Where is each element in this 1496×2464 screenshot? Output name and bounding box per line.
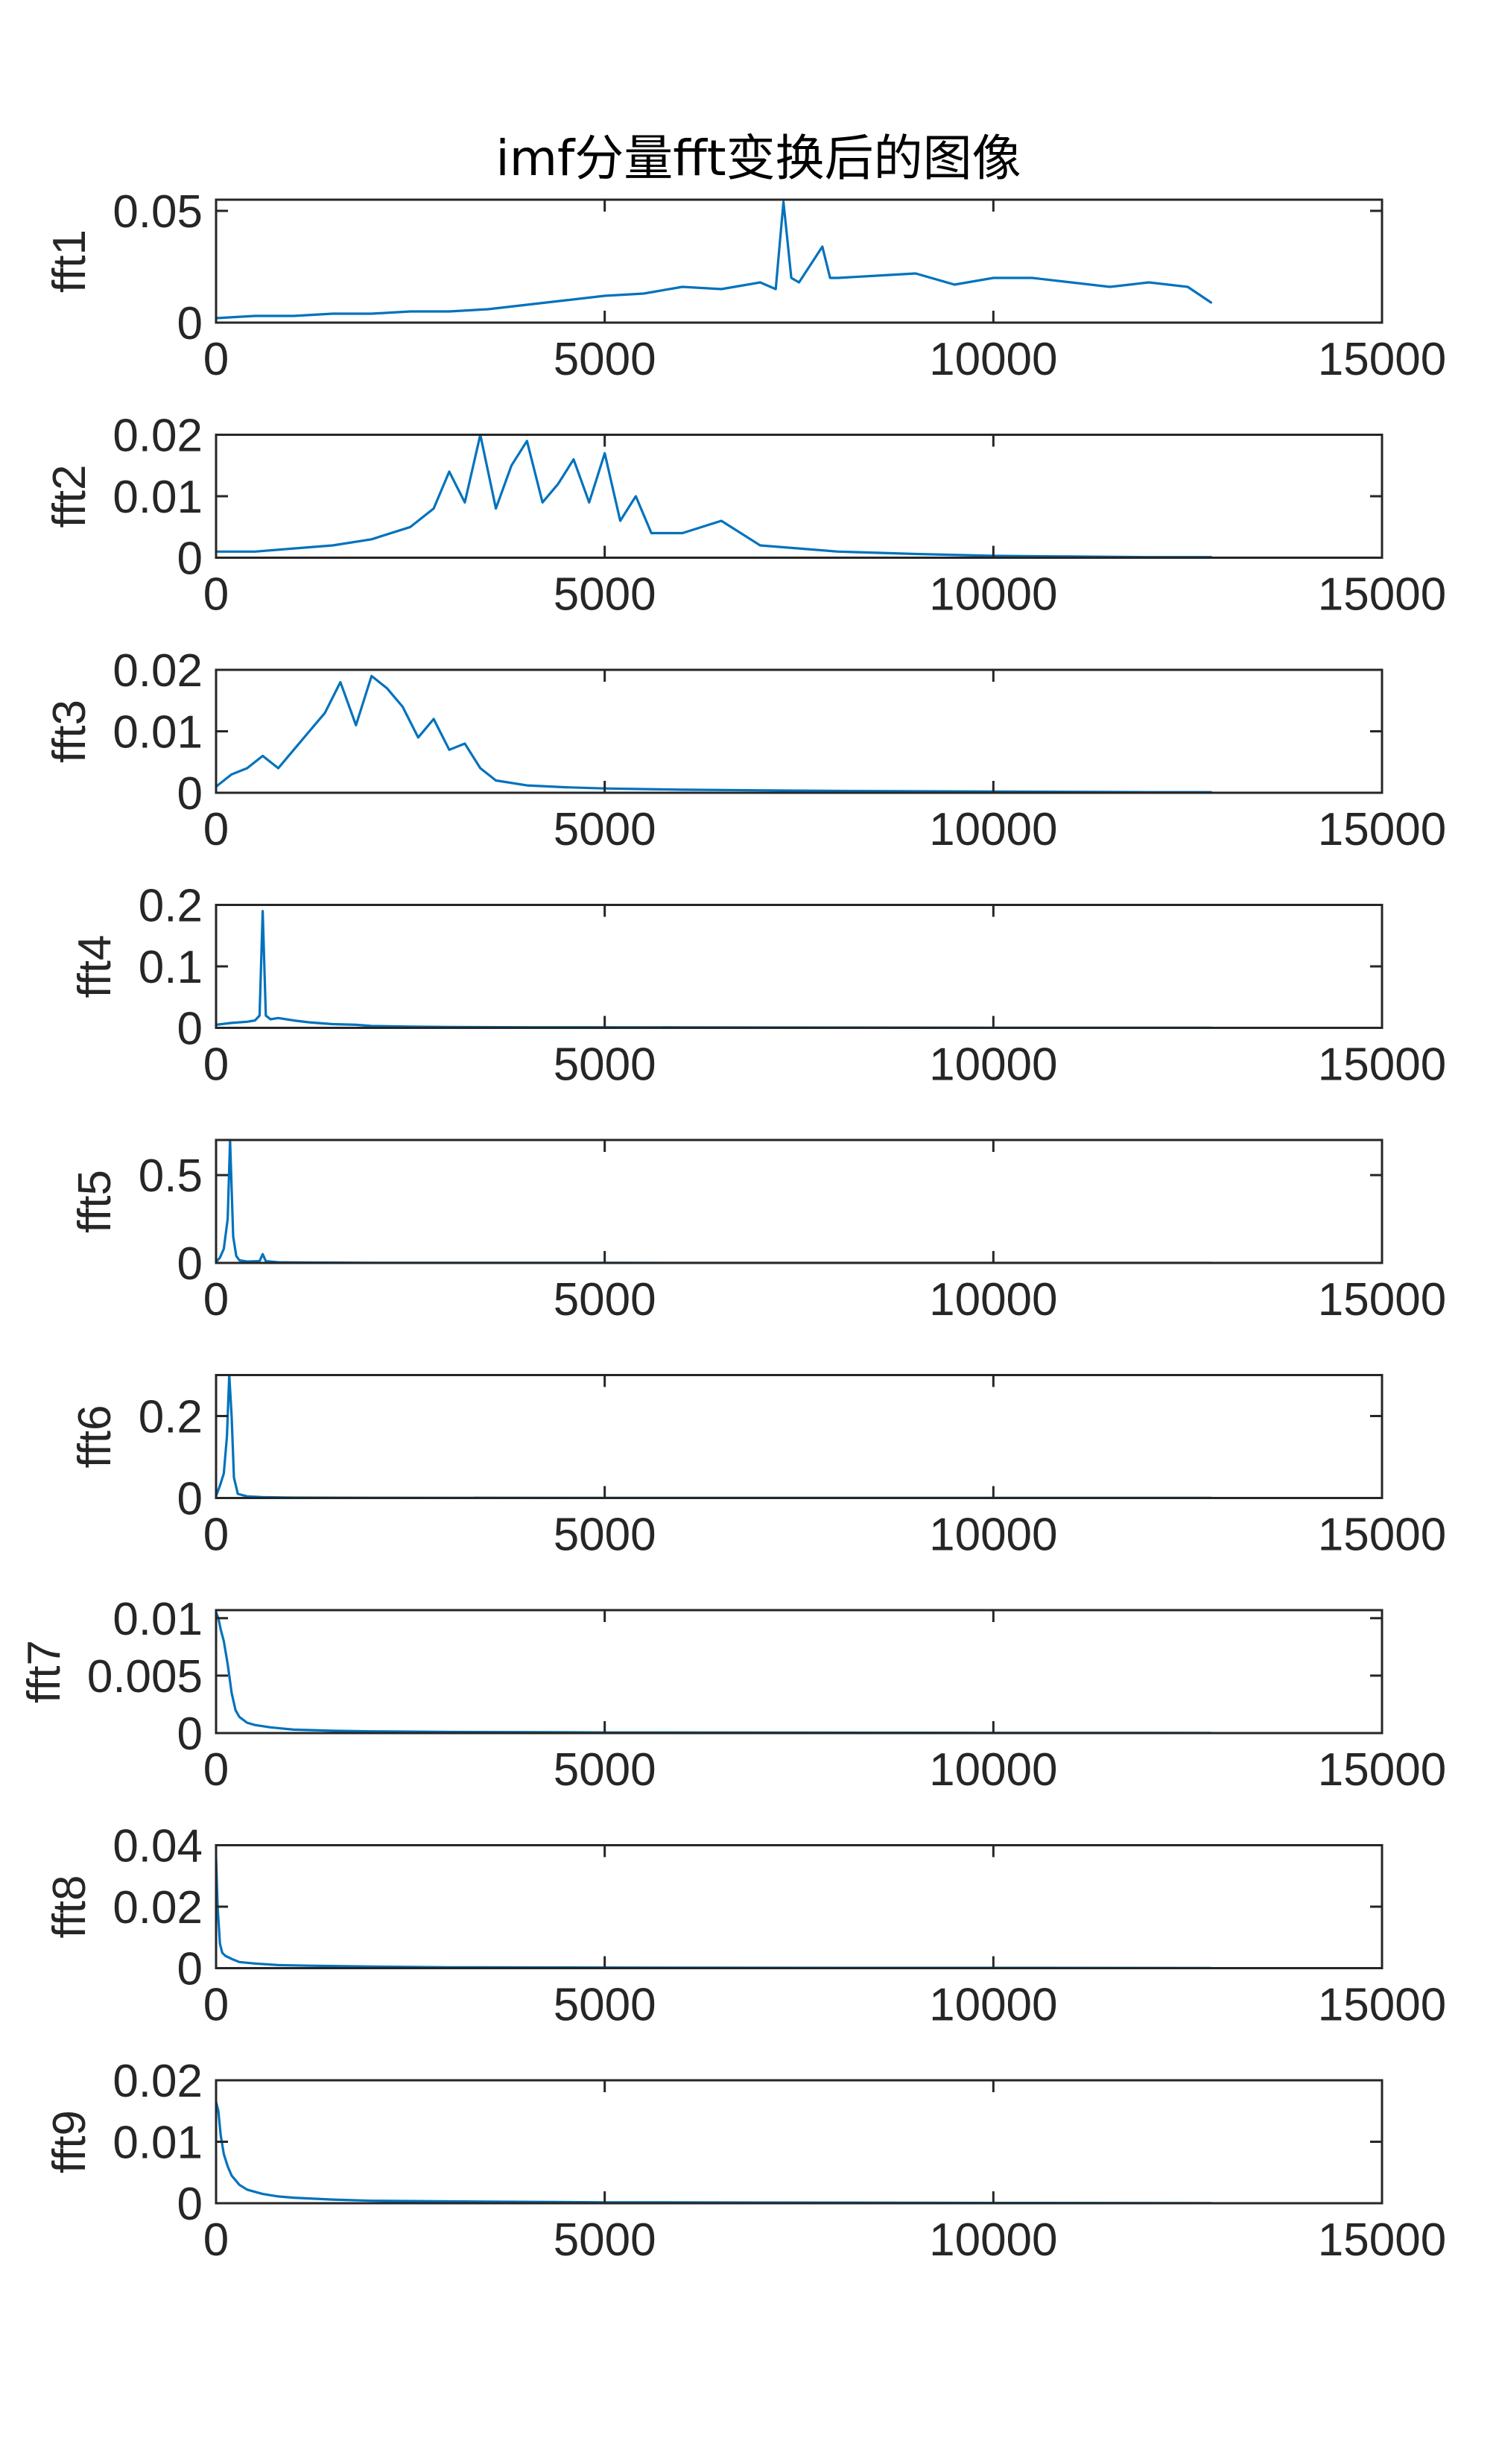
x-tick-label: 5000 bbox=[554, 2214, 656, 2266]
axes-box-5 bbox=[215, 1138, 1384, 1264]
y-tick-label: 0 bbox=[177, 1004, 203, 1055]
x-tick-label: 0 bbox=[203, 1510, 229, 1561]
x-tick-label: 0 bbox=[203, 804, 229, 855]
series-line-9 bbox=[216, 2100, 1213, 2203]
x-tick-label: 5000 bbox=[554, 1510, 656, 1561]
series-line-3 bbox=[216, 674, 1213, 793]
x-tick-label: 15000 bbox=[1318, 1510, 1446, 1561]
x-tick-label: 5000 bbox=[554, 569, 656, 621]
x-tick-label: 10000 bbox=[929, 1039, 1057, 1091]
y-tick-label: 0.02 bbox=[112, 645, 203, 697]
x-tick-label: 10000 bbox=[929, 569, 1057, 621]
y-axis-label: fft5 bbox=[69, 1170, 121, 1233]
y-tick-label: 0.02 bbox=[112, 1882, 203, 1933]
y-tick-label: 0 bbox=[177, 1944, 203, 1995]
series-line-7 bbox=[216, 1611, 1213, 1733]
x-tick-label: 0 bbox=[203, 1980, 229, 2031]
x-tick-label: 5000 bbox=[554, 1744, 656, 1796]
y-tick-label: 0 bbox=[177, 1474, 203, 1525]
y-axis-label: fft8 bbox=[44, 1875, 95, 1938]
x-tick-label: 5000 bbox=[554, 1274, 656, 1326]
subplot-6: 0 5000 10000 15000 0 0.2 fft6 bbox=[69, 1373, 1446, 1561]
y-axis-label: fft4 bbox=[69, 934, 121, 998]
y-tick-label: 0.005 bbox=[87, 1651, 203, 1703]
x-tick-label: 0 bbox=[203, 334, 229, 385]
y-tick-label: 0.2 bbox=[139, 1392, 203, 1443]
axes-box-9 bbox=[215, 2079, 1384, 2205]
y-tick-label: 0 bbox=[177, 1708, 203, 1760]
subplot-7: 0 5000 10000 15000 00.005 0.01 fft7 bbox=[19, 1594, 1446, 1796]
x-tick-label: 10000 bbox=[929, 1744, 1057, 1796]
x-tick-label: 0 bbox=[203, 1039, 229, 1091]
y-tick-label: 0.2 bbox=[139, 881, 203, 932]
y-axis-label: fft2 bbox=[44, 464, 95, 528]
y-tick-label: 0 bbox=[177, 2179, 203, 2230]
y-axis-label: fft7 bbox=[19, 1640, 70, 1703]
subplot-1: 0 5000 10000 15000 0 0.05 fft1 bbox=[44, 186, 1446, 385]
x-tick-label: 10000 bbox=[929, 1510, 1057, 1561]
x-tick-label: 15000 bbox=[1318, 1039, 1446, 1091]
series-line-8 bbox=[216, 1856, 1213, 1969]
x-tick-label: 15000 bbox=[1318, 1274, 1446, 1326]
x-tick-label: 5000 bbox=[554, 334, 656, 385]
axes-box-8 bbox=[215, 1844, 1384, 1969]
series-line-4 bbox=[216, 910, 1213, 1028]
axes-box-6 bbox=[215, 1374, 1384, 1499]
y-axis-label: fft6 bbox=[69, 1404, 121, 1468]
y-tick-label: 0 bbox=[177, 1238, 203, 1290]
y-tick-label: 0.04 bbox=[112, 1821, 203, 1872]
figure-title: imf分量fft变换后的图像 bbox=[495, 130, 1021, 187]
series-line-2 bbox=[216, 433, 1213, 558]
x-tick-label: 0 bbox=[203, 1274, 229, 1326]
x-tick-label: 5000 bbox=[554, 804, 656, 855]
x-tick-label: 0 bbox=[203, 2214, 229, 2266]
x-tick-label: 15000 bbox=[1318, 334, 1446, 385]
axes-box-3 bbox=[215, 668, 1384, 794]
axes-box-7 bbox=[215, 1609, 1384, 1735]
x-tick-label: 10000 bbox=[929, 2214, 1057, 2266]
x-tick-label: 15000 bbox=[1318, 804, 1446, 855]
y-tick-label: 0.02 bbox=[112, 411, 203, 462]
x-tick-label: 0 bbox=[203, 1744, 229, 1796]
y-tick-label: 0 bbox=[177, 298, 203, 349]
y-tick-label: 0.05 bbox=[112, 186, 203, 238]
x-tick-label: 10000 bbox=[929, 334, 1057, 385]
x-tick-label: 0 bbox=[203, 569, 229, 621]
x-tick-label: 5000 bbox=[554, 1039, 656, 1091]
x-tick-label: 10000 bbox=[929, 804, 1057, 855]
y-tick-label: 0 bbox=[177, 768, 203, 820]
axes-box-2 bbox=[215, 434, 1384, 559]
axes-box-4 bbox=[215, 904, 1384, 1029]
y-tick-label: 0.01 bbox=[112, 472, 203, 523]
y-tick-label: 0.1 bbox=[139, 942, 203, 993]
x-tick-label: 15000 bbox=[1318, 1744, 1446, 1796]
y-tick-label: 0.5 bbox=[139, 1150, 203, 1202]
series-line-1 bbox=[216, 200, 1213, 320]
series-line-6 bbox=[216, 1373, 1213, 1498]
y-tick-label: 0.01 bbox=[112, 2118, 203, 2169]
y-tick-label: 0.01 bbox=[112, 1594, 203, 1645]
y-tick-label: 0 bbox=[177, 533, 203, 585]
x-tick-label: 15000 bbox=[1318, 569, 1446, 621]
x-tick-label: 10000 bbox=[929, 1980, 1057, 2031]
y-axis-label: fft9 bbox=[44, 2110, 95, 2173]
series-line-5 bbox=[216, 1138, 1213, 1263]
x-tick-label: 15000 bbox=[1318, 1980, 1446, 2031]
y-tick-label: 0.01 bbox=[112, 707, 203, 758]
x-tick-label: 5000 bbox=[554, 1980, 656, 2031]
x-tick-label: 15000 bbox=[1318, 2214, 1446, 2266]
axes-box-1 bbox=[215, 198, 1384, 324]
subplot-5: 0 5000 10000 15000 0 0.5 fft5 bbox=[69, 1138, 1446, 1326]
y-tick-label: 0.02 bbox=[112, 2056, 203, 2107]
x-tick-label: 10000 bbox=[929, 1274, 1057, 1326]
y-axis-label: fft1 bbox=[44, 229, 95, 293]
y-axis-label: fft3 bbox=[44, 700, 95, 763]
